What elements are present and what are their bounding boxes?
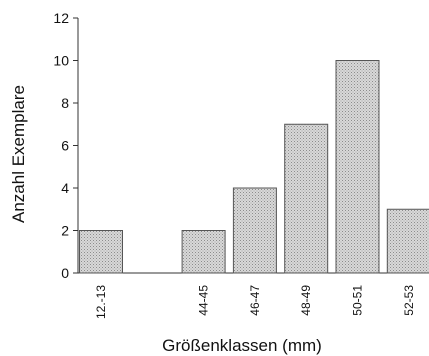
bars bbox=[79, 60, 429, 274]
bar bbox=[386, 208, 429, 274]
x-axis-title: Größenklassen (mm) bbox=[162, 336, 322, 355]
x-tick-label: 52-53 bbox=[402, 285, 416, 316]
y-tick-labels: 0 2 4 6 8 10 12 bbox=[53, 10, 78, 281]
y-tick-label: 2 bbox=[61, 223, 69, 239]
x-tick-label: 46-47 bbox=[248, 285, 262, 316]
x-tick-label: 44-45 bbox=[197, 285, 211, 316]
x-tick-labels: 12.-13 44-45 46-47 48-49 50-51 52-53 bbox=[94, 285, 416, 319]
bar bbox=[79, 230, 123, 274]
y-tick-label: 8 bbox=[61, 95, 69, 111]
bar bbox=[335, 60, 380, 274]
y-tick-label: 0 bbox=[61, 265, 69, 281]
x-tick-label: 48-49 bbox=[299, 285, 313, 316]
x-tick-label: 12.-13 bbox=[94, 285, 108, 319]
bar bbox=[232, 187, 277, 274]
y-tick-label: 4 bbox=[61, 180, 69, 196]
y-tick-label: 10 bbox=[53, 53, 69, 69]
x-tick-label: 50-51 bbox=[351, 285, 365, 316]
bar bbox=[284, 123, 329, 274]
y-tick-label: 6 bbox=[61, 138, 69, 154]
y-tick-label: 12 bbox=[53, 10, 69, 26]
y-axis-title: Anzahl Exemplare bbox=[9, 85, 28, 223]
bar bbox=[181, 230, 226, 274]
